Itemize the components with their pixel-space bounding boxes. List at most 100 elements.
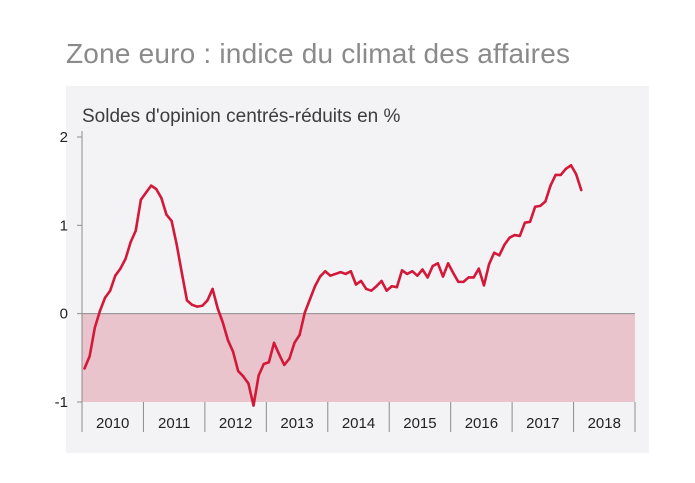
- data-point: [564, 167, 568, 170]
- data-point: [329, 274, 332, 277]
- data-point: [559, 173, 562, 177]
- data-point: [359, 279, 363, 283]
- data-point: [569, 164, 573, 167]
- data-point: [528, 220, 532, 223]
- data-point: [144, 191, 148, 194]
- data-point: [298, 333, 301, 337]
- y-tick-label: 1: [60, 217, 68, 234]
- x-axis: 2010 2011 2012 2013 2014 2015 2016 2017 2018: [81, 313, 636, 432]
- data-point: [364, 287, 368, 291]
- x-tick-label: 2011: [158, 415, 190, 432]
- data-point: [196, 305, 199, 308]
- data-point: [129, 240, 132, 244]
- data-point: [155, 187, 158, 191]
- x-tick-label: 2016: [465, 415, 498, 432]
- data-point: [272, 341, 276, 345]
- data-point: [416, 274, 419, 277]
- data-point: [313, 285, 317, 288]
- x-tick-label: 2013: [280, 415, 313, 432]
- data-point: [149, 184, 153, 187]
- data-point: [539, 204, 542, 208]
- data-point: [170, 219, 173, 223]
- data-point: [574, 172, 578, 176]
- data-point: [370, 289, 373, 292]
- data-point: [436, 262, 440, 265]
- data-point: [236, 369, 240, 373]
- page-title: Zone euro : indice du climat des affaire…: [66, 38, 571, 69]
- data-point: [446, 262, 450, 265]
- x-tick-label: 2012: [219, 415, 252, 432]
- data-point: [385, 289, 388, 292]
- data-point: [580, 188, 583, 192]
- data-point: [523, 221, 527, 224]
- data-point: [405, 272, 409, 276]
- data-point: [247, 382, 250, 385]
- data-point: [492, 251, 496, 254]
- data-point: [226, 338, 230, 342]
- chart-subtitle: Soldes d'opinion centrés-réduits en %: [82, 106, 401, 127]
- data-point: [544, 200, 547, 203]
- data-point: [513, 233, 516, 237]
- data-point: [462, 280, 465, 284]
- x-tick-label: 2018: [588, 415, 621, 432]
- data-point: [390, 285, 393, 288]
- data-point: [380, 279, 383, 283]
- data-point: [242, 375, 245, 378]
- data-point: [267, 361, 271, 364]
- y-tick-label: 0: [60, 306, 68, 323]
- data-point: [344, 272, 347, 276]
- data-point: [324, 270, 327, 273]
- data-point: [88, 354, 91, 358]
- y-axis: -1 0 1 2: [55, 129, 83, 432]
- data-point: [400, 269, 404, 272]
- data-point: [426, 276, 429, 279]
- data-point: [549, 184, 552, 187]
- data-point: [139, 198, 143, 201]
- data-point: [252, 404, 255, 407]
- data-point: [93, 326, 97, 329]
- data-point: [441, 275, 445, 278]
- data-point: [533, 205, 537, 208]
- data-point: [503, 243, 506, 246]
- data-point: [175, 243, 178, 246]
- data-point: [185, 299, 189, 302]
- x-tick-label: 2015: [403, 415, 436, 432]
- data-point: [277, 353, 281, 356]
- data-point: [211, 287, 214, 291]
- data-point: [349, 270, 353, 273]
- data-point: [421, 268, 424, 271]
- data-point: [303, 311, 306, 314]
- data-point: [375, 285, 378, 288]
- data-point: [318, 275, 322, 278]
- data-point: [472, 276, 475, 279]
- data-point: [190, 303, 194, 307]
- data-point: [339, 270, 342, 274]
- data-point: [308, 298, 312, 301]
- x-tick-label: 2014: [342, 415, 375, 432]
- data-point: [160, 196, 163, 200]
- data-point: [231, 350, 235, 353]
- data-point: [411, 270, 414, 273]
- data-point: [98, 309, 102, 313]
- y-tick-label: -1: [55, 394, 68, 411]
- data-point: [334, 272, 337, 276]
- data-point: [395, 285, 399, 289]
- data-point: [216, 307, 219, 310]
- data-point: [114, 274, 117, 277]
- data-point: [262, 362, 265, 366]
- data-point: [83, 367, 86, 370]
- y-tick-label: 2: [60, 129, 68, 146]
- data-point: [487, 263, 491, 266]
- data-point: [283, 363, 286, 367]
- data-point: [554, 173, 557, 177]
- data-point: [354, 283, 358, 286]
- data-point: [206, 299, 209, 302]
- data-point: [221, 321, 225, 324]
- negative-zone-band: [82, 313, 635, 402]
- series-points: [83, 164, 583, 407]
- data-point: [498, 254, 501, 257]
- data-point: [293, 341, 296, 345]
- data-point: [201, 304, 204, 307]
- data-point: [452, 271, 455, 275]
- data-point: [165, 213, 168, 216]
